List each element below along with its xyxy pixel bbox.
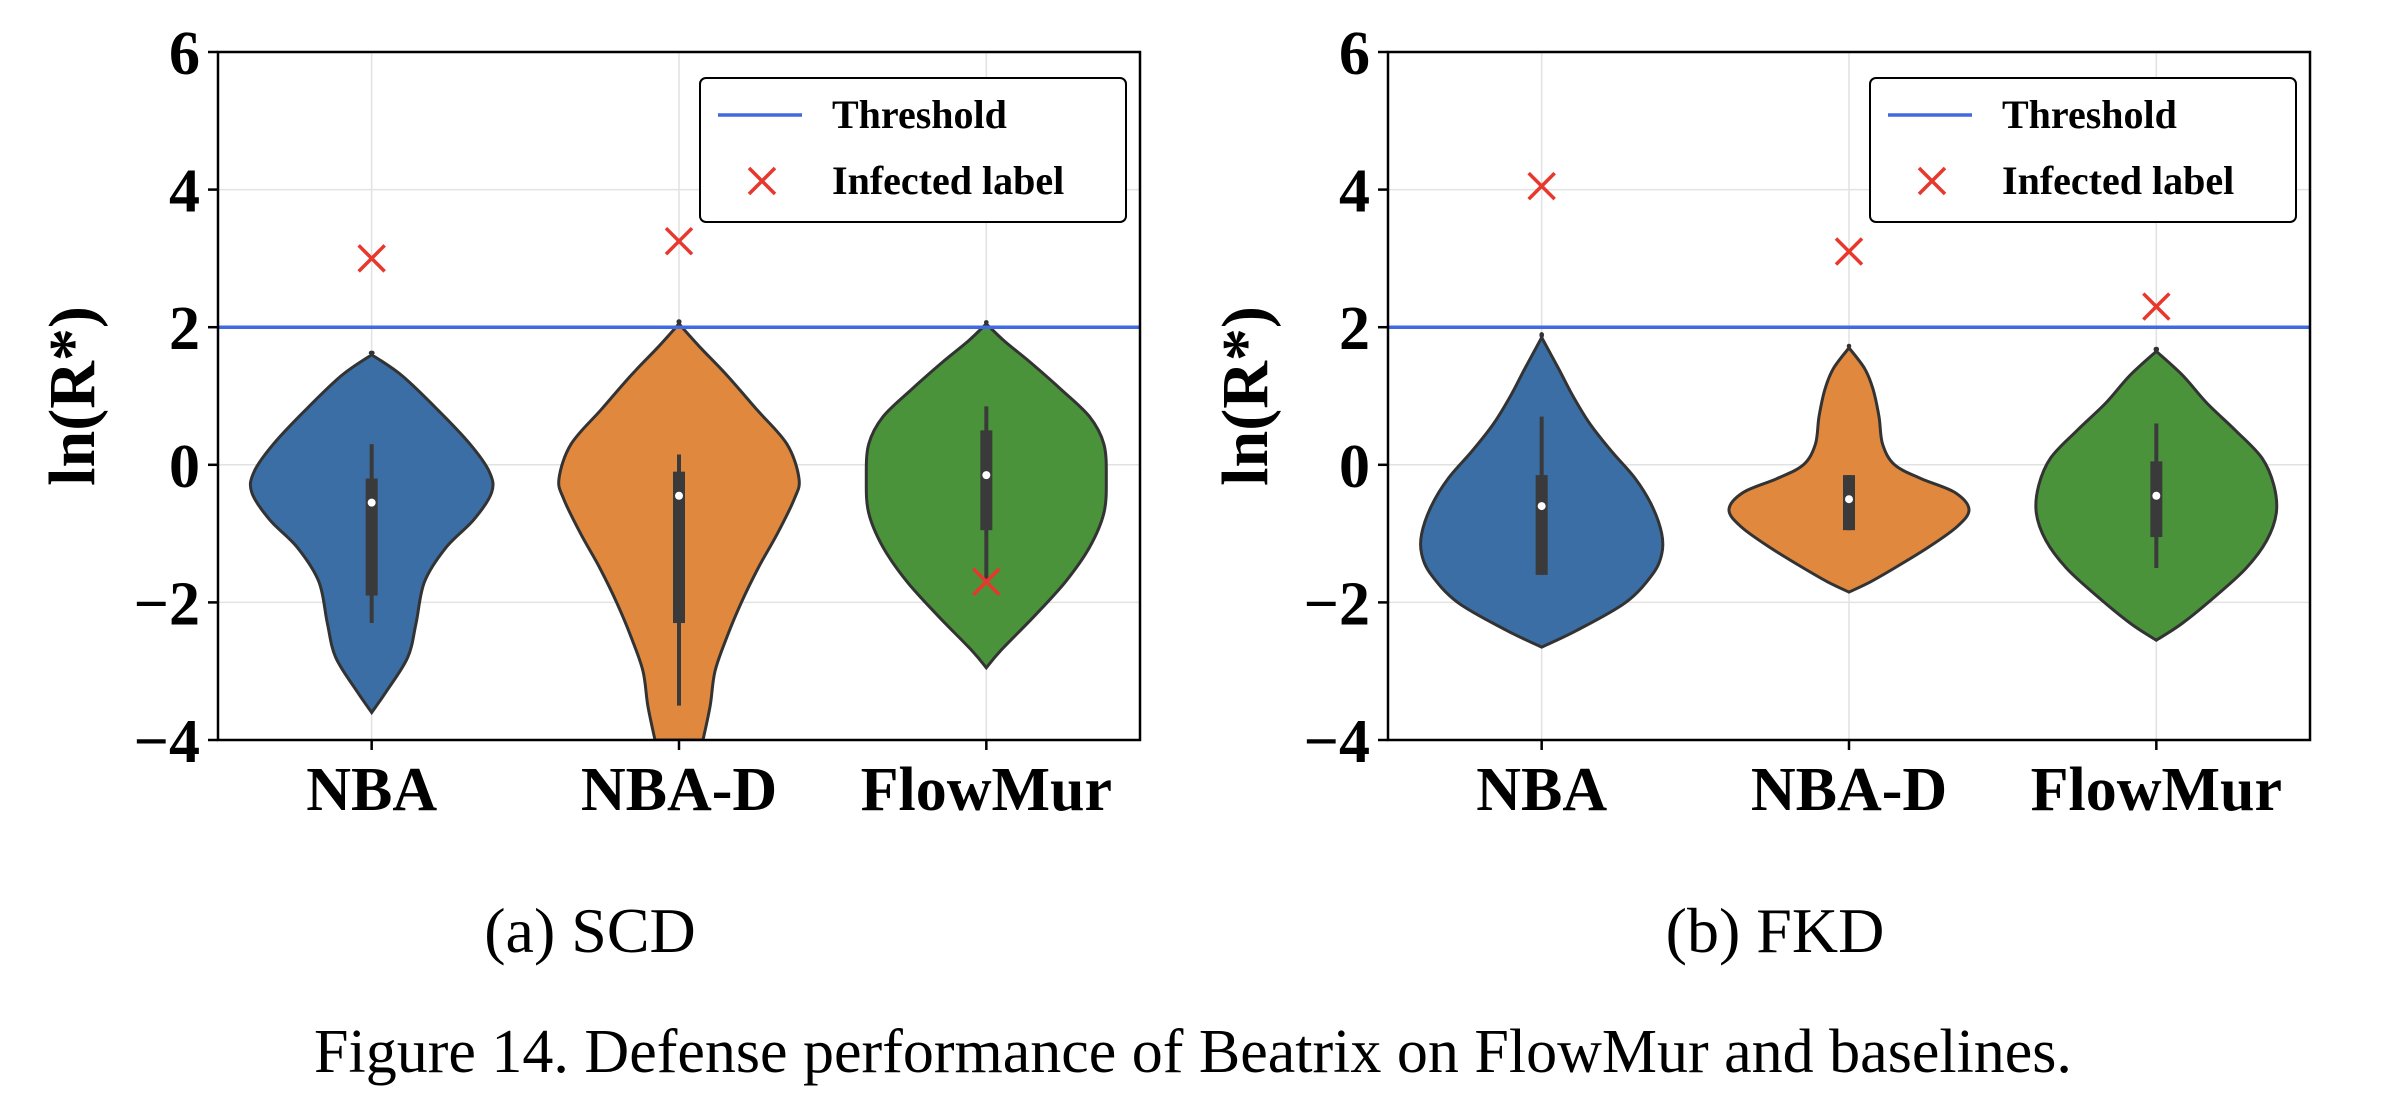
legend-threshold-label: Threshold: [2002, 92, 2177, 137]
y-tick-label: 0: [169, 433, 200, 501]
panel-scd: −4 −2 0 2 4 6 NBA NBA-D FlowMur ln(R*) Threshold In…: [36, 20, 1142, 824]
y-tick-label: 4: [1339, 158, 1370, 226]
median-dot-flowmur: [982, 471, 991, 480]
plot-area: [248, 319, 1108, 740]
y-tick-label: 4: [169, 158, 200, 226]
median-dot-flowmur: [2152, 491, 2161, 500]
y-tick-label: −4: [134, 708, 200, 776]
y-tick-label: −2: [134, 570, 200, 638]
infected-marker-nba-d: [664, 226, 694, 256]
y-axis-label: ln(R*): [36, 306, 109, 486]
figure-caption: Figure 14. Defense performance of Beatri…: [314, 1018, 2072, 1086]
x-tick-label: NBA: [1476, 756, 1607, 824]
legend-infected-swatch: [747, 166, 777, 196]
plot-area: [1419, 332, 2279, 649]
median-dot-nba: [367, 498, 376, 507]
median-dot-nba-d: [1845, 495, 1853, 504]
infected-marker-nba: [357, 244, 386, 273]
subtitle-fkd: (b) FKD: [1666, 895, 1885, 966]
x-tick-label: NBA-D: [1751, 756, 1947, 824]
legend-box: [699, 77, 1127, 223]
iqr-box-flowmur: [980, 430, 993, 531]
infected-marker-flowmur: [2142, 292, 2171, 321]
legend-infected-label: Infected label: [2002, 158, 2234, 203]
infected-marker-nba: [1527, 171, 1556, 201]
violin-nba-d: [1727, 343, 1971, 594]
x-tick-label: FlowMur: [861, 756, 1112, 824]
x-tick-label: NBA: [306, 756, 437, 824]
median-dot-nba-d: [675, 491, 683, 500]
legend-box: [1869, 77, 2297, 223]
y-tick-label: 0: [1339, 433, 1370, 501]
median-dot-nba: [1537, 502, 1546, 511]
y-tick-label: −4: [1304, 708, 1370, 776]
subtitle-scd: (a) SCD: [484, 895, 696, 966]
infected-marker-nba-d: [1834, 237, 1864, 266]
iqr-box-nba: [1535, 475, 1548, 575]
panel-fkd: −4 −2 0 2 4 6 NBA NBA-D FlowMur ln(R*) Threshold In…: [1209, 20, 2312, 824]
legend: Threshold Infected label: [699, 77, 1127, 223]
iqr-box-nba-d: [673, 471, 685, 624]
legend-threshold-label: Threshold: [832, 92, 1007, 137]
x-tick-label: FlowMur: [2031, 756, 2282, 824]
y-tick-label: 6: [169, 20, 200, 88]
x-tick-label: NBA-D: [581, 756, 777, 824]
y-tick-label: 6: [1339, 20, 1370, 88]
legend-infected-swatch: [1917, 166, 1947, 196]
iqr-box-nba: [365, 478, 378, 596]
y-tick-label: 2: [169, 295, 200, 363]
infected-marker-flowmur: [972, 567, 1001, 596]
y-tick-label: −2: [1304, 570, 1370, 638]
y-tick-label: 2: [1339, 295, 1370, 363]
y-axis-label: ln(R*): [1209, 306, 1282, 486]
legend: Threshold Infected label: [1869, 77, 2297, 223]
legend-infected-label: Infected label: [832, 158, 1064, 203]
